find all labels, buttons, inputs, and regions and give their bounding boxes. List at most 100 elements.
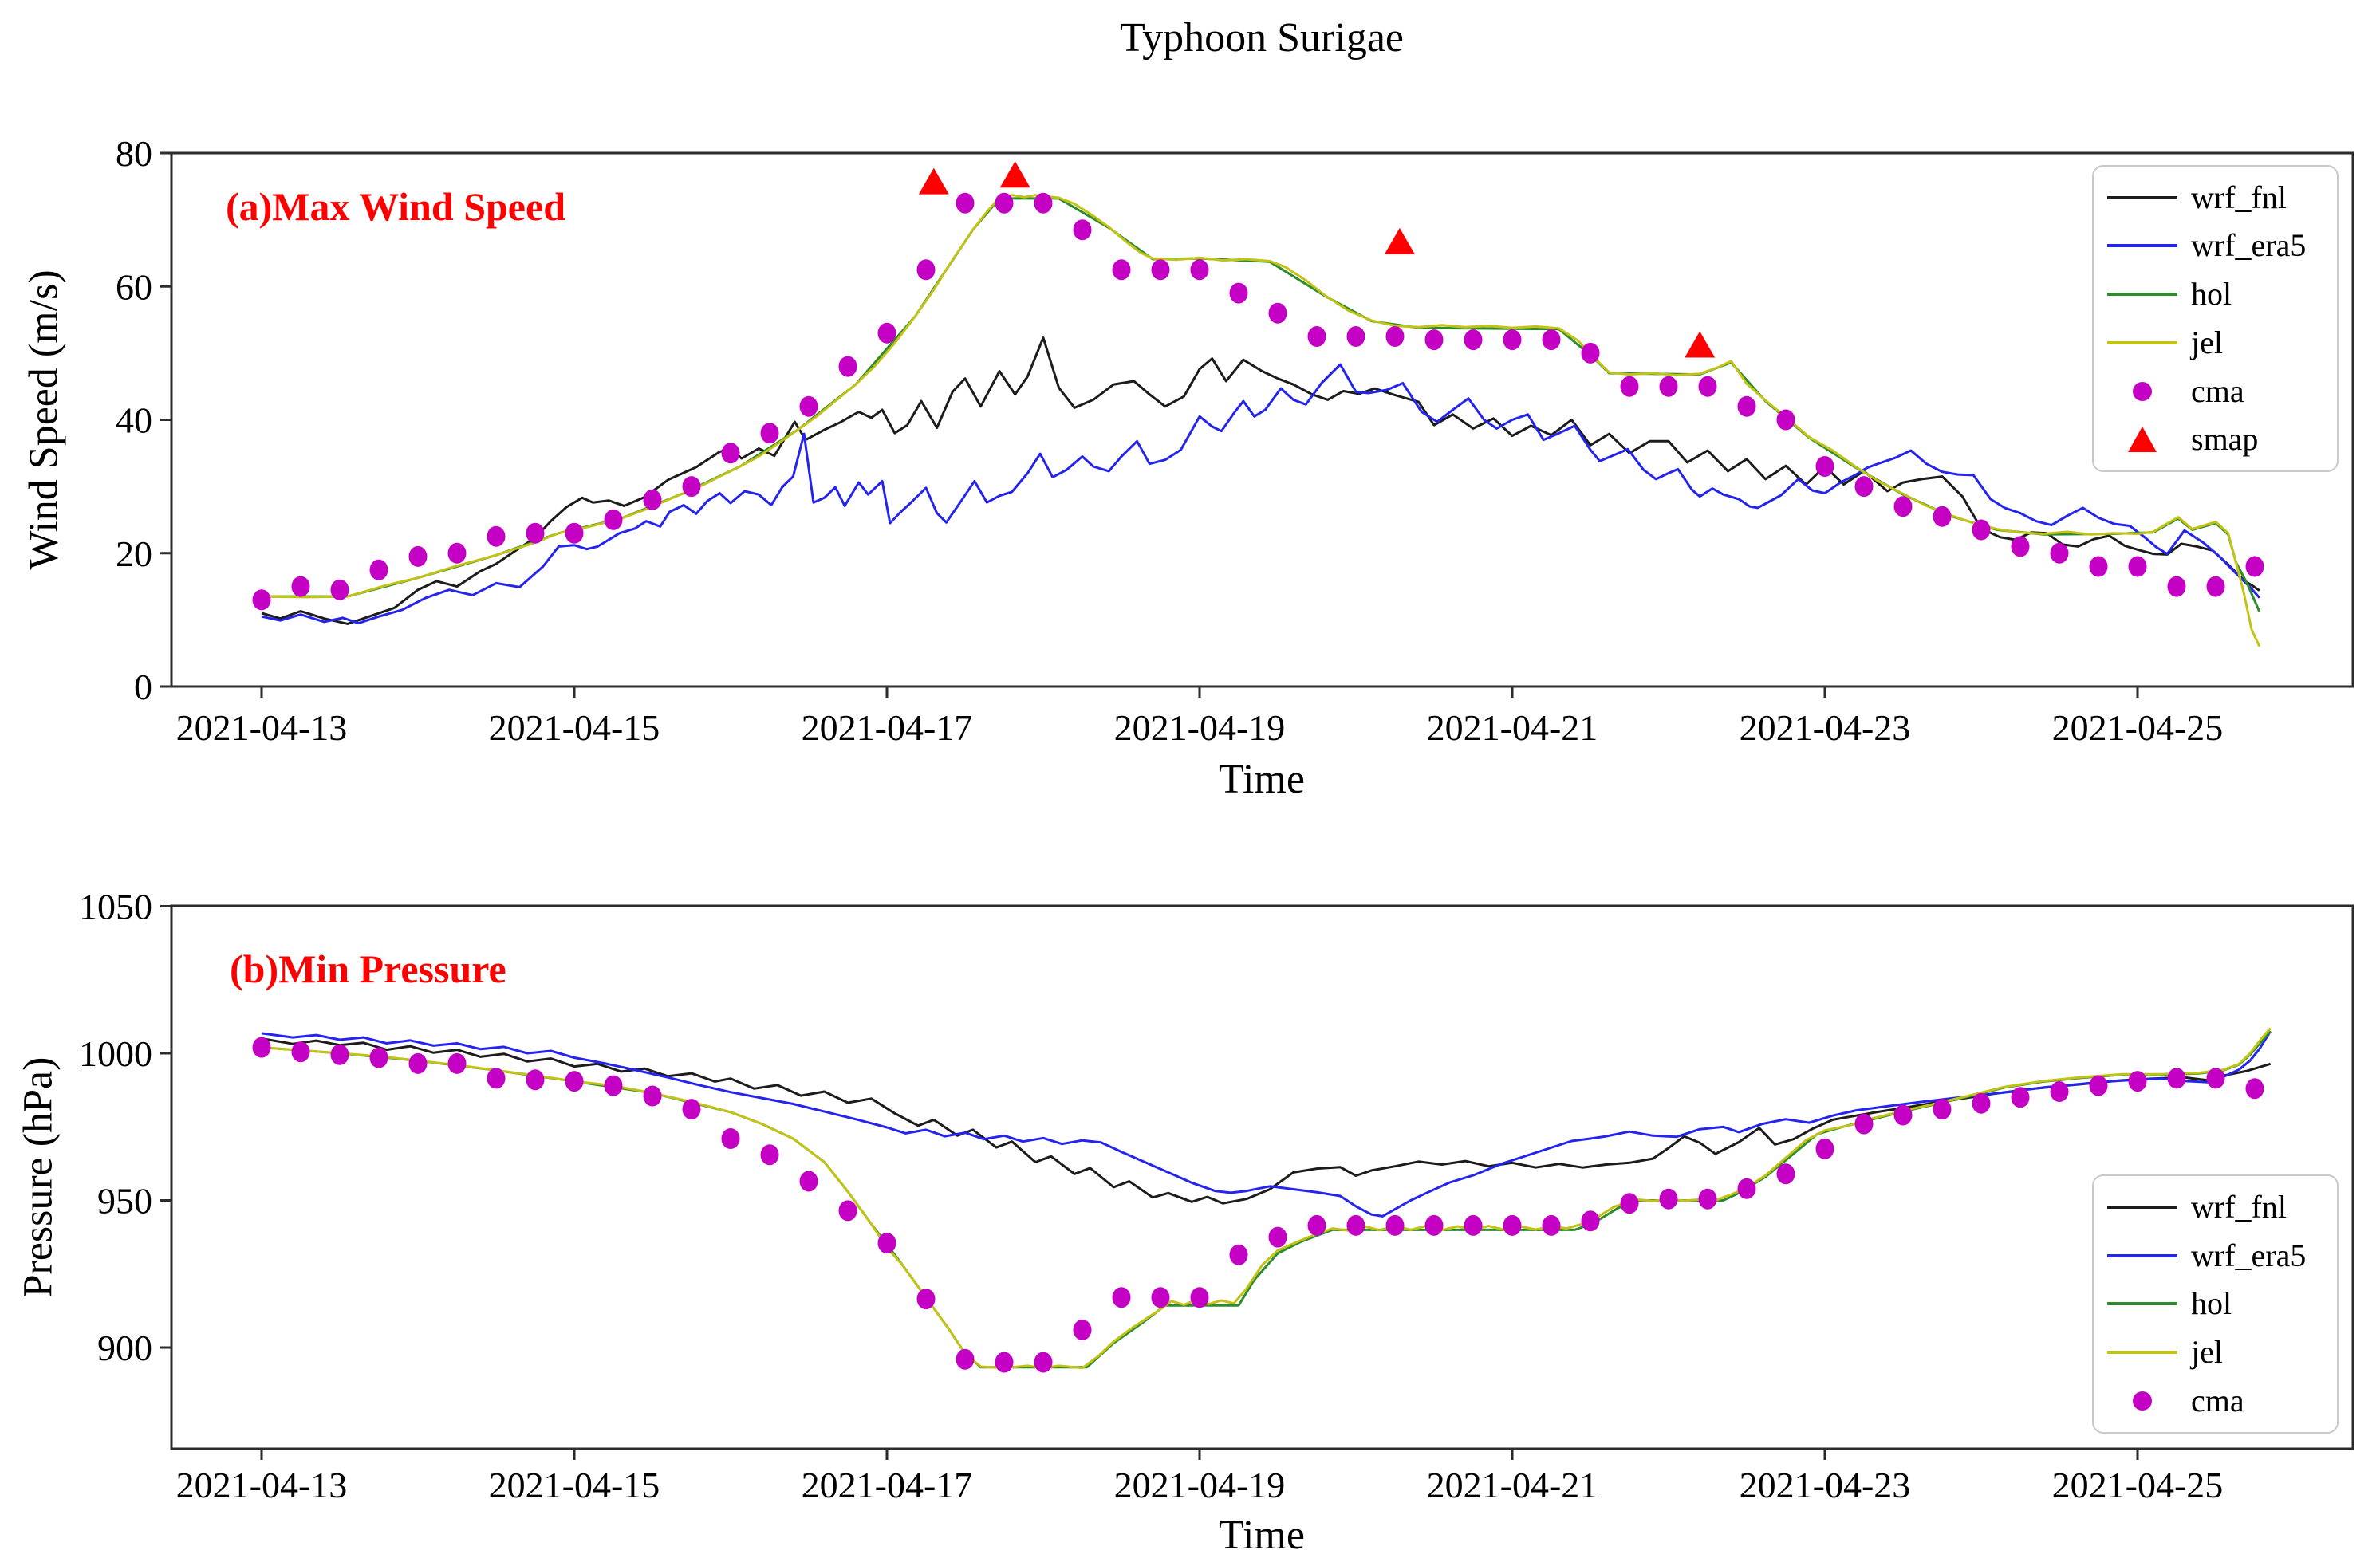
legend-item-smap: smap xyxy=(2094,417,2337,462)
legend-label: wrf_era5 xyxy=(2191,227,2307,264)
series-cma-marker xyxy=(1542,1214,1561,1236)
series-cma-marker xyxy=(1034,1352,1053,1373)
series-cma-marker xyxy=(565,522,584,544)
series-cma-marker xyxy=(1503,1214,1522,1236)
legend-label: wrf_fnl xyxy=(2191,1188,2287,1225)
y-tick-label: 40 xyxy=(116,400,152,441)
series-wrf_fnl-line xyxy=(261,1037,2272,1205)
panel-a-annotation: (a)Max Wind Speed xyxy=(226,184,566,229)
x-tick-label: 2021-04-15 xyxy=(489,1465,660,1505)
panel-b: 2021-04-13 2021-04-15 2021-04-17 2021-04-19… xyxy=(79,887,2354,1505)
series-cma-marker xyxy=(838,356,857,377)
series-cma-marker xyxy=(447,542,467,564)
hol-line-swatch xyxy=(2107,1302,2177,1306)
legend-item-jel: jel xyxy=(2094,321,2337,365)
series-wrf_fnl-line xyxy=(261,336,2260,625)
series-cma-marker xyxy=(1933,1099,1952,1120)
series-cma-marker xyxy=(408,1052,428,1074)
series-cma-marker xyxy=(1424,1214,1444,1236)
series-cma-marker xyxy=(447,1052,467,1074)
x-tick-label: 2021-04-17 xyxy=(802,707,973,748)
series-smap-marker xyxy=(1384,227,1415,254)
y-axis-label-pressure: Pressure (hPa) xyxy=(15,1056,61,1298)
y-tick-label: 0 xyxy=(134,667,152,707)
series-cma-marker xyxy=(1073,219,1092,241)
legend-item-wrf-era5: wrf_era5 xyxy=(2094,1233,2337,1278)
series-cma-marker xyxy=(1151,259,1170,281)
x-tick-label: 2021-04-19 xyxy=(1114,707,1286,748)
wrf-era5-line-swatch xyxy=(2107,244,2177,248)
x-axis-label-b: Time xyxy=(1219,1513,1305,1558)
series-cma-marker xyxy=(2011,1087,2030,1108)
legend-label: wrf_era5 xyxy=(2191,1237,2307,1273)
series-cma-marker xyxy=(526,1069,545,1091)
series-cma-marker xyxy=(682,1099,701,1120)
series-cma-marker xyxy=(604,1075,623,1096)
series-cma-marker xyxy=(721,443,740,464)
series-cma-marker xyxy=(487,525,506,547)
series-cma-marker xyxy=(252,589,271,611)
legend-item-wrf-era5: wrf_era5 xyxy=(2094,223,2337,268)
series-cma-marker xyxy=(291,576,310,597)
series-cma-marker xyxy=(291,1041,310,1063)
y-axis-label-wind: Wind Speed (m/s) xyxy=(21,270,67,570)
series-jel-line xyxy=(261,194,2261,647)
smap-triangle-swatch xyxy=(2128,427,2157,453)
legend-item-cma: cma xyxy=(2094,369,2337,414)
x-tick-label: 2021-04-13 xyxy=(176,707,348,748)
legend-label: hol xyxy=(2191,1285,2232,1322)
x-tick-label: 2021-04-21 xyxy=(1427,707,1598,748)
series-cma-marker xyxy=(1854,1113,1874,1135)
series-cma-marker xyxy=(956,192,975,214)
legend-label: smap xyxy=(2191,421,2259,458)
series-cma-marker xyxy=(1112,1287,1131,1308)
series-cma-marker xyxy=(408,545,428,567)
series-cma-marker xyxy=(2050,1081,2069,1102)
x-tick-label: 2021-04-15 xyxy=(489,707,660,748)
series-cma-marker xyxy=(2128,1071,2147,1092)
series-cma-marker xyxy=(1659,1188,1678,1210)
y-tick-label: 80 xyxy=(116,133,152,174)
series-cma-marker xyxy=(877,322,896,344)
series-cma-marker xyxy=(1659,376,1678,397)
figure-title: Typhoon Surigae xyxy=(1120,15,1404,61)
y-tick-label: 1000 xyxy=(79,1033,152,1074)
series-cma-marker xyxy=(838,1200,857,1222)
legend-label: cma xyxy=(2191,372,2244,409)
series-cma-marker xyxy=(1737,395,1756,417)
series-cma-marker xyxy=(2245,556,2264,577)
series-hol-line xyxy=(261,1030,2272,1369)
legend-label: hol xyxy=(2191,276,2232,313)
series-wrf_era5-line xyxy=(261,363,2261,625)
legend-item-hol: hol xyxy=(2094,272,2337,317)
series-cma-marker xyxy=(2167,576,2186,597)
series-cma-marker xyxy=(916,259,936,281)
series-cma-marker xyxy=(1268,1226,1287,1248)
series-cma-marker xyxy=(330,1044,349,1065)
plot-frame xyxy=(170,904,2354,1450)
series-cma-marker xyxy=(1190,259,1209,281)
series-cma-marker xyxy=(2206,1068,2225,1089)
series-cma-marker xyxy=(1268,302,1287,324)
series-cma-marker xyxy=(916,1289,936,1310)
series-cma-marker xyxy=(1034,192,1053,214)
series-cma-marker xyxy=(1385,326,1405,347)
series-cma-marker xyxy=(1503,329,1522,351)
x-tick-label: 2021-04-25 xyxy=(2052,1465,2224,1505)
series-cma-marker xyxy=(1972,519,1991,541)
series-cma-marker xyxy=(1073,1319,1092,1340)
series-cma-marker xyxy=(1776,409,1795,431)
series-cma-marker xyxy=(526,522,545,544)
series-cma-marker xyxy=(1112,259,1131,281)
legend-item-hol: hol xyxy=(2094,1281,2337,1326)
series-cma-marker xyxy=(604,509,623,530)
legend-panel-a: wrf_fnl wrf_era5 hol jel cma smap xyxy=(2092,165,2339,472)
legend-label: jel xyxy=(2191,1334,2223,1371)
legend-panel-b: wrf_fnl wrf_era5 hol jel cma xyxy=(2092,1174,2339,1434)
series-cma-marker xyxy=(643,489,662,510)
x-axis-label-a: Time xyxy=(1219,757,1305,802)
series-cma-marker xyxy=(1893,496,1913,517)
wrf-era5-line-swatch xyxy=(2107,1253,2177,1257)
panel-a: 2021-04-13 2021-04-15 2021-04-17 2021-04-19… xyxy=(116,133,2354,748)
